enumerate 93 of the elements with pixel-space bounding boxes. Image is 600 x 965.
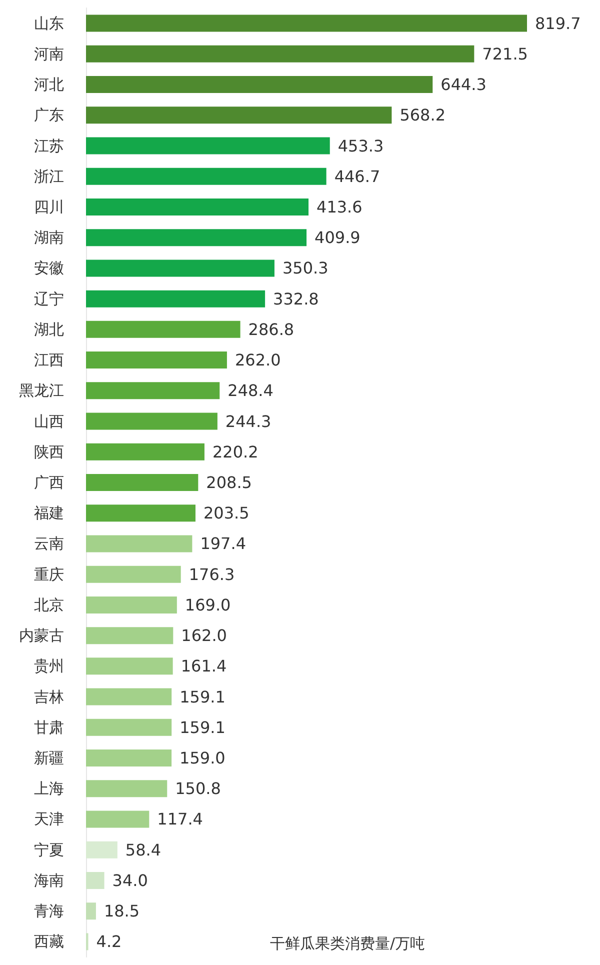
bar (86, 168, 326, 185)
y-tick-label: 天津 (34, 810, 64, 828)
bar (86, 352, 227, 369)
data-label: 409.9 (314, 228, 360, 248)
bar (86, 260, 274, 277)
y-tick-label: 北京 (34, 596, 64, 614)
data-label: 248.4 (228, 381, 274, 400)
data-label: 332.8 (273, 289, 319, 308)
y-tick-label: 青海 (34, 902, 64, 920)
bar (86, 718, 172, 736)
y-tick-label: 安徽 (34, 259, 64, 278)
data-label: 262.0 (234, 350, 281, 370)
bar (86, 872, 104, 889)
y-tick-label: 广西 (34, 474, 64, 492)
bar (86, 658, 173, 675)
bar (86, 320, 240, 338)
bar (86, 443, 204, 460)
y-tick-label: 甘肃 (34, 718, 64, 736)
data-label: 161.4 (180, 656, 227, 676)
data-label: 197.4 (200, 534, 246, 554)
y-tick-label: 山东 (34, 14, 64, 32)
data-label: 568.2 (400, 106, 446, 125)
data-label: 220.2 (212, 442, 258, 462)
bar (86, 474, 198, 491)
bar (86, 382, 220, 400)
y-tick-label: 河南 (34, 44, 64, 63)
y-tick-label: 重庆 (34, 565, 64, 584)
data-label: 208.5 (206, 473, 252, 492)
y-tick-label: 贵州 (34, 657, 64, 676)
bar (86, 810, 150, 828)
data-label: 176.3 (188, 564, 235, 584)
data-label: 350.3 (282, 258, 328, 278)
x-axis-title: 干鲜瓜果类消费量/万吨 (270, 934, 426, 952)
y-tick-label: 四川 (34, 198, 64, 216)
y-tick-label: 浙江 (34, 167, 64, 186)
bar (86, 412, 218, 430)
y-tick-label: 山西 (34, 412, 64, 430)
data-label: 819.7 (535, 14, 581, 33)
y-tick-label: 陕西 (34, 442, 64, 461)
bar (86, 780, 168, 798)
bar (86, 902, 96, 920)
bar (86, 504, 196, 522)
y-tick-label: 云南 (34, 534, 64, 553)
data-label: 203.5 (203, 504, 250, 523)
data-label: 446.7 (334, 166, 380, 186)
data-label: 4.2 (96, 932, 122, 952)
bar (86, 76, 433, 94)
y-tick-label: 内蒙古 (19, 626, 64, 645)
data-label: 117.4 (157, 810, 203, 829)
bar (86, 566, 181, 583)
data-label: 18.5 (104, 902, 140, 921)
y-tick-label: 上海 (34, 780, 64, 798)
y-tick-label: 黑龙江 (19, 382, 64, 400)
data-label: 159.1 (180, 718, 226, 737)
bar (86, 106, 392, 124)
data-label: 453.3 (338, 136, 384, 156)
data-label: 159.1 (180, 687, 226, 706)
y-tick-label: 海南 (34, 871, 64, 890)
data-label: 58.4 (125, 840, 162, 860)
data-label: 162.0 (181, 626, 227, 646)
bar (86, 750, 172, 767)
bar (86, 14, 527, 32)
bar (86, 229, 307, 246)
bar (86, 137, 330, 154)
bar (86, 290, 266, 308)
data-label: 286.8 (248, 320, 294, 339)
y-tick-label: 吉林 (34, 688, 64, 706)
data-label: 159.0 (180, 748, 226, 768)
data-label: 34.0 (112, 870, 148, 890)
bar (86, 688, 172, 706)
y-tick-label: 江苏 (34, 136, 64, 155)
data-label: 244.3 (225, 412, 272, 431)
bar (86, 596, 177, 614)
y-tick-label: 湖南 (34, 228, 64, 247)
bar (86, 841, 118, 858)
y-tick-label: 宁夏 (34, 840, 64, 859)
y-tick-label: 新疆 (34, 749, 64, 768)
bar (86, 198, 309, 216)
bar (86, 45, 474, 62)
y-tick-label: 江西 (34, 351, 64, 370)
y-tick-label: 湖北 (34, 320, 64, 338)
bar (86, 535, 192, 552)
data-label: 413.6 (316, 197, 362, 216)
y-tick-label: 福建 (34, 504, 64, 522)
data-label: 644.3 (440, 75, 486, 94)
data-label: 150.8 (175, 779, 221, 798)
y-tick-label: 广东 (34, 106, 64, 124)
y-tick-label: 河北 (34, 76, 64, 94)
y-tick-label: 西藏 (34, 932, 64, 951)
y-tick-label: 辽宁 (34, 290, 64, 308)
data-label: 169.0 (184, 595, 231, 614)
bar (86, 627, 174, 644)
data-label: 721.5 (482, 44, 528, 64)
